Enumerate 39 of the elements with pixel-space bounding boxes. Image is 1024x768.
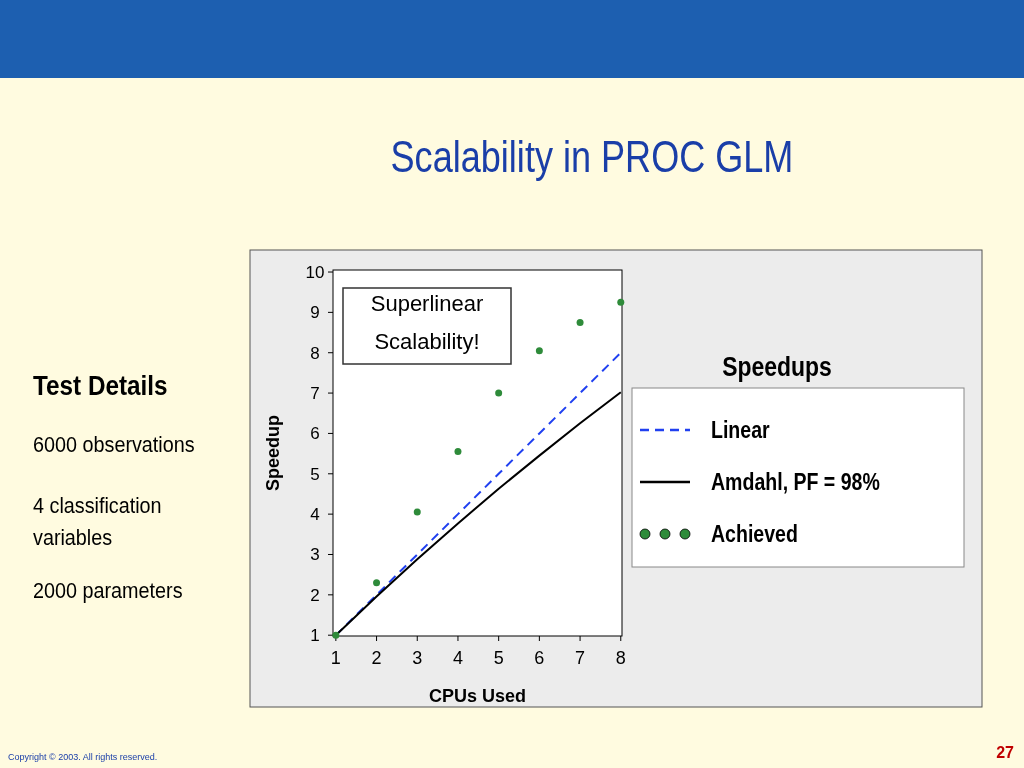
point [373,579,381,587]
x-tick-label: 1 [330,648,341,668]
point [576,318,584,326]
y-tick-label: 4 [310,505,320,525]
y-tick-label: 7 [310,384,320,404]
y-tick-label: 8 [310,343,320,363]
point [495,389,503,397]
y-tick-label: 1 [310,626,320,646]
text: 27 [996,744,1015,761]
legend-label: Amdahl, PF = 98% [711,469,880,496]
x-tick-label: 4 [452,648,463,668]
y-tick-label: 2 [310,585,320,605]
x-tick-label: 6 [534,648,545,668]
x-axis-title: CPUs Used [428,686,527,706]
text: 4 classification variables [33,493,162,550]
y-tick-label: 9 [310,303,320,323]
text: 2000 parameters [33,578,183,603]
point [535,347,543,355]
text: Copyright © 2003. All rights reserved. [8,752,158,762]
annotation: Superlinear Scalability! [370,291,484,354]
text: Test Details [33,370,168,401]
point [413,508,421,516]
y-axis-title: Speedup [263,414,283,492]
legend-title: Speedups [722,351,832,382]
x-tick-label: 2 [371,648,382,668]
y-tick-label: 10 [305,263,325,283]
x-tick-label: 8 [615,648,626,668]
chart-title: Scalability in PROC GLM [390,132,794,182]
text: 6000 observations [33,432,195,457]
y-tick-label: 5 [310,464,320,484]
x-tick-label: 5 [493,648,504,668]
x-tick-label: 7 [575,648,586,668]
point [617,298,625,306]
point [454,448,462,456]
x-tick-label: 3 [412,648,423,668]
y-tick-label: 3 [310,545,320,565]
y-tick-label: 6 [310,424,320,444]
legend-label: Linear [711,417,770,444]
legend-label: Achieved [711,521,798,548]
